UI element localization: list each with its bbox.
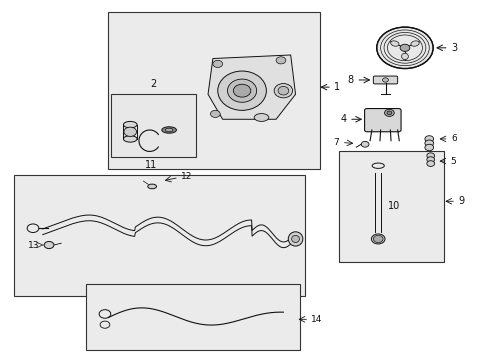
FancyBboxPatch shape (364, 109, 400, 132)
Ellipse shape (123, 121, 137, 128)
Ellipse shape (217, 71, 266, 111)
Circle shape (424, 140, 433, 147)
Ellipse shape (123, 136, 137, 142)
Ellipse shape (274, 84, 292, 98)
Circle shape (426, 161, 434, 166)
Circle shape (233, 84, 250, 97)
Text: 7: 7 (333, 138, 339, 147)
Ellipse shape (401, 53, 407, 60)
Polygon shape (207, 55, 295, 119)
Text: 11: 11 (144, 160, 157, 170)
Text: 10: 10 (387, 201, 399, 211)
Ellipse shape (287, 232, 302, 246)
Ellipse shape (278, 86, 288, 95)
Bar (108, 12, 319, 169)
Ellipse shape (227, 79, 256, 102)
Text: 12: 12 (181, 172, 192, 181)
Circle shape (386, 111, 391, 114)
Bar (86, 284, 300, 350)
Text: 1: 1 (334, 82, 340, 92)
Circle shape (424, 136, 433, 142)
Text: 2: 2 (150, 79, 156, 89)
Circle shape (361, 141, 368, 147)
Circle shape (210, 111, 220, 117)
Ellipse shape (162, 127, 176, 133)
Ellipse shape (165, 128, 173, 132)
Ellipse shape (390, 41, 398, 46)
Ellipse shape (291, 235, 299, 243)
Text: 3: 3 (450, 43, 456, 53)
Text: 5: 5 (449, 157, 455, 166)
Ellipse shape (371, 234, 384, 244)
Text: 14: 14 (310, 315, 322, 324)
Ellipse shape (410, 41, 418, 46)
Circle shape (426, 157, 434, 162)
Bar (339, 152, 443, 262)
FancyBboxPatch shape (372, 76, 397, 84)
Circle shape (372, 235, 382, 243)
Text: 6: 6 (450, 134, 456, 143)
Ellipse shape (147, 184, 156, 189)
Circle shape (44, 242, 54, 249)
Circle shape (424, 144, 433, 151)
Bar (111, 94, 196, 157)
Circle shape (276, 57, 285, 64)
Circle shape (123, 127, 136, 136)
Text: 9: 9 (458, 196, 464, 206)
Circle shape (376, 27, 432, 68)
Text: 13: 13 (28, 240, 39, 249)
Circle shape (426, 153, 434, 158)
Circle shape (384, 109, 393, 116)
Circle shape (399, 44, 409, 51)
Ellipse shape (254, 113, 268, 121)
Circle shape (382, 78, 387, 82)
Text: 8: 8 (347, 75, 353, 85)
Text: 4: 4 (340, 114, 346, 124)
Bar (14, 175, 305, 296)
Circle shape (212, 60, 222, 67)
